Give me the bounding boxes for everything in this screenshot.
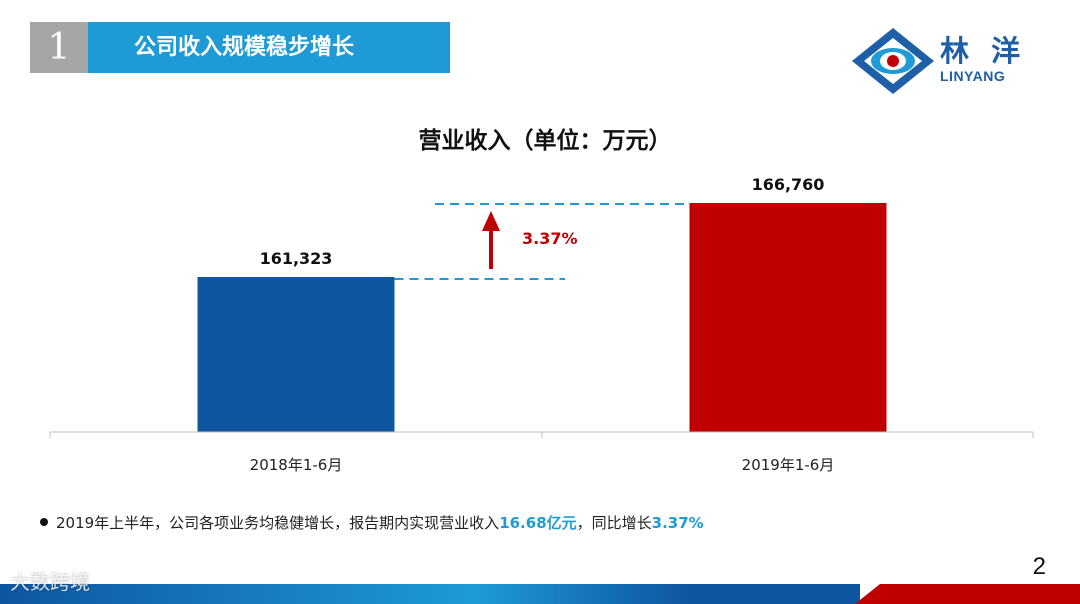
bullet-dot-icon bbox=[40, 518, 48, 526]
logo-name-en: LINYANG bbox=[940, 68, 1006, 84]
revenue-chart: 营业收入（单位：万元） 161,323 166,760 2018年1-6月 2019… bbox=[49, 127, 1034, 474]
page-number: 2 bbox=[1032, 553, 1046, 580]
summary-bullet: 2019年上半年，公司各项业务均稳健增长，报告期内实现营业收入16.68亿元，同… bbox=[40, 512, 704, 533]
section-number: 1 bbox=[30, 22, 88, 73]
logo-name-cn: 林 洋 bbox=[940, 34, 1027, 68]
growth-label: 3.37% bbox=[522, 229, 578, 248]
watermark: 大数跨境 bbox=[10, 570, 90, 594]
category-label-1: 2018年1-6月 bbox=[250, 456, 343, 474]
company-logo: 林 洋 LINYANG bbox=[850, 26, 1040, 96]
summary-growth-highlight: 3.37% bbox=[651, 514, 704, 532]
section-title: 公司收入规模稳步增长 bbox=[88, 22, 450, 73]
footer-bar bbox=[0, 584, 1080, 604]
bar-1 bbox=[197, 277, 395, 432]
summary-revenue-highlight: 16.68亿元 bbox=[499, 514, 577, 532]
growth-arrow-icon bbox=[482, 211, 500, 269]
category-label-group: 2018年1-6月 2019年1-6月 bbox=[250, 456, 835, 474]
summary-text-middle: ，同比增长 bbox=[576, 514, 652, 532]
chart-title: 营业收入（单位：万元） bbox=[419, 127, 672, 154]
value-label-1: 161,323 bbox=[260, 249, 333, 268]
logo-emblem-icon bbox=[852, 28, 934, 94]
bar-group bbox=[197, 203, 887, 432]
bar-2 bbox=[689, 203, 887, 432]
value-label-2: 166,760 bbox=[752, 175, 825, 194]
value-label-group: 161,323 166,760 bbox=[260, 175, 825, 268]
category-label-2: 2019年1-6月 bbox=[742, 456, 835, 474]
summary-text-before: 2019年上半年，公司各项业务均稳健增长，报告期内实现营业收入 bbox=[56, 514, 500, 532]
